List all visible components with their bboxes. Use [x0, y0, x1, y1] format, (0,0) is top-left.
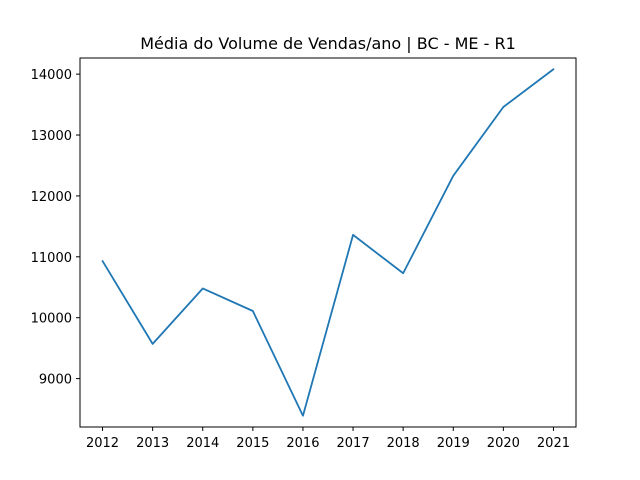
y-tick-label: 11000	[31, 251, 72, 266]
x-tick-label: 2020	[487, 436, 520, 451]
x-tick-label: 2014	[186, 436, 219, 451]
x-tick-label: 2013	[136, 436, 169, 451]
x-tick-label: 2012	[86, 436, 119, 451]
x-tick-label: 2017	[337, 436, 370, 451]
x-tick-label: 2021	[537, 436, 570, 451]
y-tick-label: 13000	[31, 129, 72, 144]
y-tick-label: 14000	[31, 68, 72, 83]
y-tick-label: 12000	[31, 190, 72, 205]
plot-frame	[79, 57, 577, 428]
x-tick-label: 2016	[286, 436, 319, 451]
chart-title: Média do Volume de Vendas/ano | BC - ME …	[140, 34, 516, 53]
series-line	[101, 68, 555, 417]
x-tick-label: 2018	[387, 436, 420, 451]
y-tick-label: 10000	[31, 312, 72, 327]
x-tick-label: 2019	[437, 436, 470, 451]
x-axis: 2012 2013 2014 2015 2016 2017 2018 2019 2020 2021	[86, 427, 570, 451]
y-tick-label: 9000	[39, 373, 72, 388]
y-axis: 9000 10000 11000 12000 13000 14000	[31, 68, 80, 388]
x-tick-label: 2015	[236, 436, 269, 451]
